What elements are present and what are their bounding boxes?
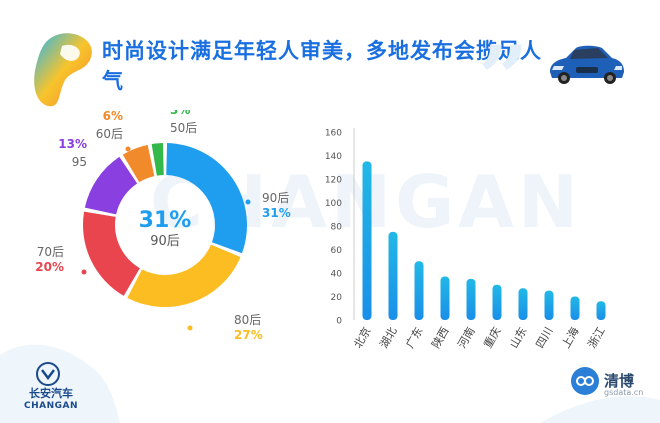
bar-3 <box>440 276 450 320</box>
y-tick-label: 100 <box>325 199 342 209</box>
donut-slice-2 <box>82 211 140 296</box>
slice-label: 60后 <box>96 127 123 141</box>
slice-marker-dot <box>81 269 87 275</box>
brand-name-en: CHANGAN <box>23 401 79 411</box>
bar-1 <box>388 231 398 320</box>
bar-6 <box>518 288 528 320</box>
bar-8 <box>570 296 580 320</box>
slice-label: 80后 <box>234 313 261 327</box>
slice-marker-dot <box>125 146 131 152</box>
x-tick-label: 上海 <box>558 325 581 351</box>
y-tick-label: 160 <box>325 129 342 139</box>
car-image <box>550 45 624 84</box>
brand-logo-text: 长安汽车 CHANGAN <box>16 388 86 412</box>
changan-logo-icon <box>36 362 60 386</box>
slice-label: 50后 <box>170 121 197 135</box>
x-tick-label: 四川 <box>533 325 555 351</box>
donut-center-label: 90后 <box>150 234 180 249</box>
slice-marker-dot <box>245 199 251 205</box>
bottom-wave-decoration <box>0 344 120 423</box>
slice-value-label: 3% <box>170 110 190 117</box>
bar-chart: 0 20 40 60 80 100 120 140 160 北京 湖北 广东 陕西 河南 重庆 山东 四川 上海浙… <box>325 128 608 351</box>
x-tick-label: 浙江 <box>585 325 607 351</box>
y-tick-label: 60 <box>331 246 343 256</box>
slice-marker-dot <box>152 143 158 149</box>
x-tick-label: 河南 <box>455 325 477 351</box>
brand-name-cn: 长安汽车 <box>29 387 73 400</box>
decorative-blob-icon <box>34 33 92 107</box>
y-tick-label: 120 <box>325 176 342 186</box>
donut-slice-0 <box>166 143 247 254</box>
bar-5 <box>492 284 502 320</box>
slice-label: 95 <box>72 155 87 169</box>
slice-label: 70后 <box>37 245 64 259</box>
bar-4 <box>466 278 476 320</box>
quote-mark-icon: ” <box>478 26 529 130</box>
bottom-right-wave-decoration <box>540 396 660 423</box>
x-tick-label: 重庆 <box>480 325 503 351</box>
x-tick-label: 广东 <box>403 325 425 351</box>
source-url: gsdata.cn <box>604 388 644 397</box>
x-tick-label: 山东 <box>507 325 529 351</box>
y-tick-label: 20 <box>331 293 343 303</box>
bar-9 <box>596 301 606 320</box>
slice-marker-dot <box>187 325 193 331</box>
source-name: 清博 <box>604 372 635 390</box>
slice-marker-dot <box>95 182 101 188</box>
bar-7 <box>544 290 554 320</box>
donut-slice-3 <box>84 156 138 215</box>
x-tick-label: 陕西 <box>428 325 451 351</box>
donut-center-value: 31% <box>139 208 192 233</box>
slice-value-label: 31% <box>262 206 291 220</box>
slice-label: 90后 <box>262 191 289 205</box>
donut-slice-1 <box>127 244 241 307</box>
slice-value-label: 27% <box>234 328 263 342</box>
bar-2 <box>414 261 424 320</box>
page-title: 时尚设计满足年轻人审美，多地发布会揽足人气 <box>102 39 542 93</box>
bar-0 <box>362 161 372 320</box>
y-tick-label: 40 <box>331 270 343 280</box>
qingbo-logo-icon <box>571 367 599 395</box>
slice-value-label: 6% <box>103 110 123 123</box>
donut-slice-4 <box>122 144 155 183</box>
y-tick-label: 140 <box>325 152 342 162</box>
x-tick-label: 北京 <box>350 325 373 351</box>
y-tick-label: 80 <box>331 223 343 233</box>
y-tick-label: 0 <box>336 317 342 327</box>
slice-value-label: 20% <box>35 260 64 274</box>
x-tick-label: 湖北 <box>377 325 399 351</box>
slice-value-label: 13% <box>58 137 87 151</box>
donut-slice-5 <box>151 143 164 176</box>
